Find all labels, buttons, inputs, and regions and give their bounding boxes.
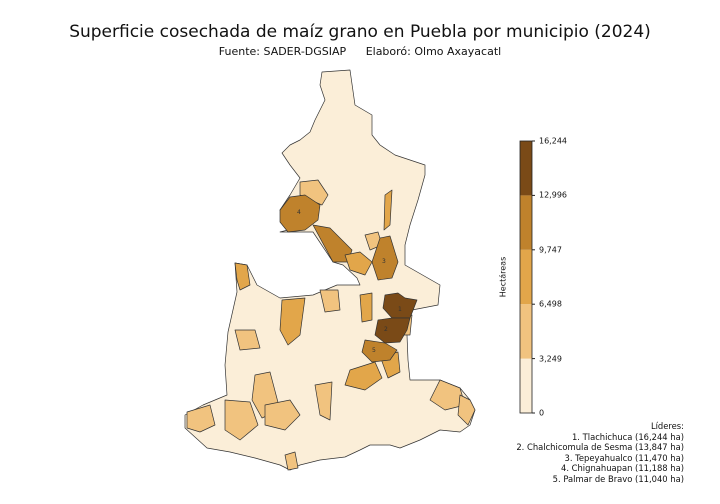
- colorbar-bin: [520, 304, 532, 359]
- leader-marker-2: 2: [384, 326, 388, 333]
- map-subtitle: Fuente: SADER-DGSIAP Elaboró: Olmo Axaya…: [0, 45, 720, 58]
- municipality-tepeyahualco: [371, 235, 399, 281]
- municipality: [457, 394, 476, 426]
- municipality: [279, 297, 306, 346]
- colorbar-tick-label: 6,498: [539, 299, 562, 309]
- leader-item: 3. Tepeyahualco (11,470 ha): [564, 452, 684, 463]
- municipality: [264, 399, 301, 431]
- leaders-legend: Líderes: 1. Tlachichuca (16,244 ha) 2. C…: [516, 421, 684, 485]
- municipality: [234, 262, 251, 291]
- leader-marker-4: 4: [297, 209, 301, 216]
- colorbar-tick-label: 12,996: [539, 190, 567, 200]
- municipality-chalchicomula: [374, 317, 411, 344]
- colorbar-tick-label: 0: [539, 408, 545, 418]
- colorbar-frame: [519, 140, 533, 414]
- colorbar-tick-label: 3,249: [539, 354, 562, 364]
- leader-item: 5. Palmar de Bravo (11,040 ha): [552, 473, 684, 484]
- leader-marker-5: 5: [372, 347, 376, 354]
- municipality: [429, 379, 466, 411]
- municipality: [344, 361, 383, 391]
- municipality-palmar-de-bravo: [361, 339, 398, 363]
- source-text: Fuente: SADER-DGSIAP: [218, 45, 347, 58]
- municipality: [383, 189, 393, 231]
- colorbar-bin: [520, 141, 532, 196]
- municipality: [299, 179, 329, 206]
- municipality: [319, 289, 341, 313]
- municipality: [224, 399, 259, 441]
- author-text: Elaboró: Olmo Axayacatl: [365, 45, 502, 58]
- municipality: [234, 329, 261, 351]
- colorbar-tick-label: 9,747: [539, 245, 562, 255]
- municipality-tlachichuca: [382, 292, 418, 319]
- colorbar-bin: [520, 195, 532, 250]
- leader-item: 1. Tlachichuca (16,244 ha): [571, 431, 684, 442]
- leader-marker-3: 3: [382, 258, 386, 265]
- leaders-heading: Líderes:: [650, 421, 684, 431]
- colorbar-bin: [520, 249, 532, 305]
- colorbar-label: Hectáreas: [498, 256, 508, 298]
- colorbar-tick-label: 16,244: [539, 136, 567, 146]
- map-title: Superficie cosechada de maíz grano en Pu…: [69, 22, 651, 42]
- colorbar: [519, 140, 535, 414]
- municipality-chignahuapan: [279, 194, 321, 233]
- leader-item: 4. Chignahuapan (11,188 ha): [561, 463, 684, 474]
- colorbar-bin: [520, 358, 532, 413]
- municipality: [344, 251, 373, 276]
- municipality: [314, 381, 333, 421]
- municipality: [359, 292, 373, 323]
- leader-marker-1: 1: [398, 306, 402, 313]
- municipality: [186, 404, 216, 433]
- municipality: [284, 451, 299, 471]
- leader-item: 2. Chalchicomula de Sesma (13,847 ha): [516, 442, 684, 453]
